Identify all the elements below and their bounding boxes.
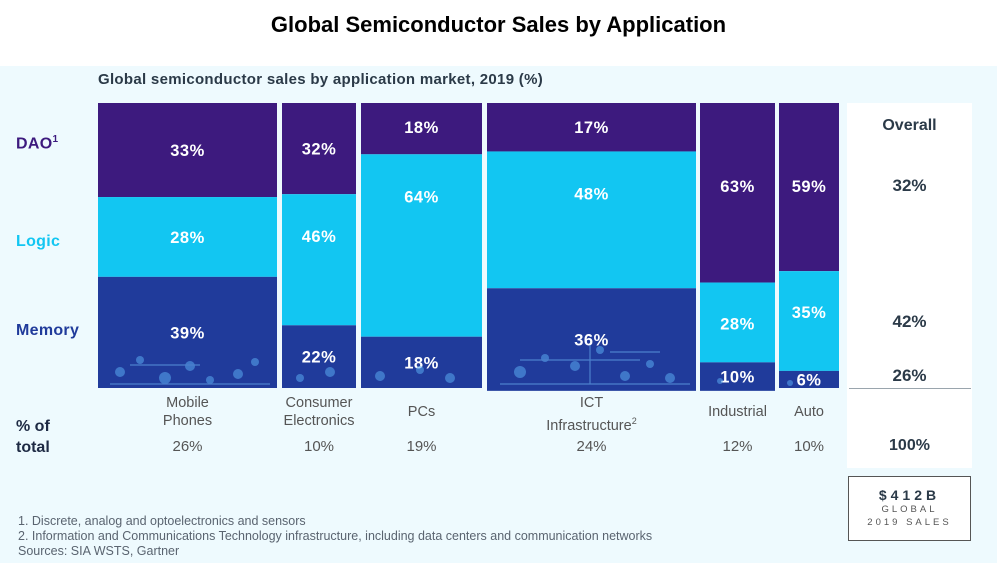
segment-label-logic-3: 64% [404, 188, 439, 206]
segment-label-dao-4: 17% [574, 119, 609, 137]
category-share: 24% [576, 438, 607, 455]
category-share: 26% [172, 438, 203, 455]
segment-label-logic-5: 28% [720, 316, 755, 334]
segment-label-memory-2: 22% [302, 349, 337, 367]
bar-segment-logic-3 [361, 154, 482, 337]
legend-logic: Logic [16, 233, 61, 250]
segment-label-memory-6: 6% [797, 371, 822, 389]
circuit-texture [110, 345, 793, 386]
footnote-1: 1. Discrete, analog and optoelectronics … [18, 514, 306, 528]
overall-total: 100% [889, 437, 930, 454]
segment-label-memory-5: 10% [720, 369, 755, 387]
chart-subtitle: Global semiconductor sales by applicatio… [98, 71, 544, 88]
segment-label-logic-6: 35% [792, 304, 827, 322]
bar-segment-memory-6 [779, 370, 839, 388]
global-sales-caption: GLOBAL 2019 SALES [867, 504, 952, 528]
category-label: PCs [407, 404, 436, 420]
bar-segment-dao-3 [361, 103, 482, 155]
overall-panel [847, 103, 972, 468]
category-label: Mobile Phones [162, 395, 213, 429]
segment-label-memory-4: 36% [574, 332, 609, 350]
overall-title: Overall [882, 117, 937, 134]
total-row-label-line2: total [16, 439, 50, 456]
category-label: Auto [794, 404, 824, 420]
category-share: 12% [722, 438, 753, 455]
footnote-sources: Sources: SIA WSTS, Gartner [18, 544, 180, 558]
global-sales-amount: $412B [878, 487, 941, 503]
overall-divider [849, 388, 971, 389]
category-share: 19% [406, 438, 437, 455]
category-label: Industrial [708, 404, 767, 420]
legend-dao: DAO1 [16, 134, 59, 153]
footnote-2: 2. Information and Communications Techno… [18, 529, 653, 543]
segment-label-logic-2: 46% [302, 228, 337, 246]
bar-segment-logic-2 [282, 194, 356, 326]
legend-memory: Memory [16, 322, 80, 339]
bar-segment-memory-5 [700, 362, 775, 391]
bar-segment-dao-1 [98, 103, 277, 198]
bar-segment-logic-6 [779, 271, 839, 371]
segment-label-dao-1: 33% [170, 142, 205, 160]
segment-label-memory-3: 18% [404, 354, 439, 372]
bar-segment-logic-1 [98, 197, 277, 277]
category-share: 10% [303, 438, 335, 455]
total-row-label-line1: % of [16, 418, 50, 435]
overall-dao: 32% [892, 176, 927, 195]
segment-label-logic-1: 28% [170, 229, 205, 247]
segment-label-logic-4: 48% [574, 185, 609, 203]
bar-segment-dao-2 [282, 103, 356, 195]
page-title: Global Semiconductor Sales by Applicatio… [270, 12, 727, 37]
global-sales-box: $412B GLOBAL 2019 SALES [848, 476, 971, 541]
bar-segment-logic-5 [700, 282, 775, 363]
segment-label-dao-6: 59% [792, 178, 827, 196]
overall-memory: 26% [892, 366, 927, 385]
segment-label-dao-2: 32% [302, 141, 337, 159]
bar-segment-dao-6 [779, 103, 839, 272]
overall-logic: 42% [892, 312, 927, 331]
bar-segment-memory-2 [282, 325, 356, 388]
segment-label-dao-3: 18% [404, 119, 439, 137]
segment-label-memory-1: 39% [170, 324, 205, 342]
segment-label-dao-5: 63% [720, 178, 755, 196]
category-share: 10% [793, 438, 825, 455]
footnotes: 1. Discrete, analog and optoelectronics … [18, 514, 652, 559]
category-label: ICT Infrastructure2 [546, 395, 637, 434]
bar-segment-dao-4 [487, 103, 696, 152]
category-label: Consumer Electronics [283, 395, 355, 429]
bar-segment-dao-5 [700, 103, 775, 283]
bar-segment-logic-4 [487, 151, 696, 289]
